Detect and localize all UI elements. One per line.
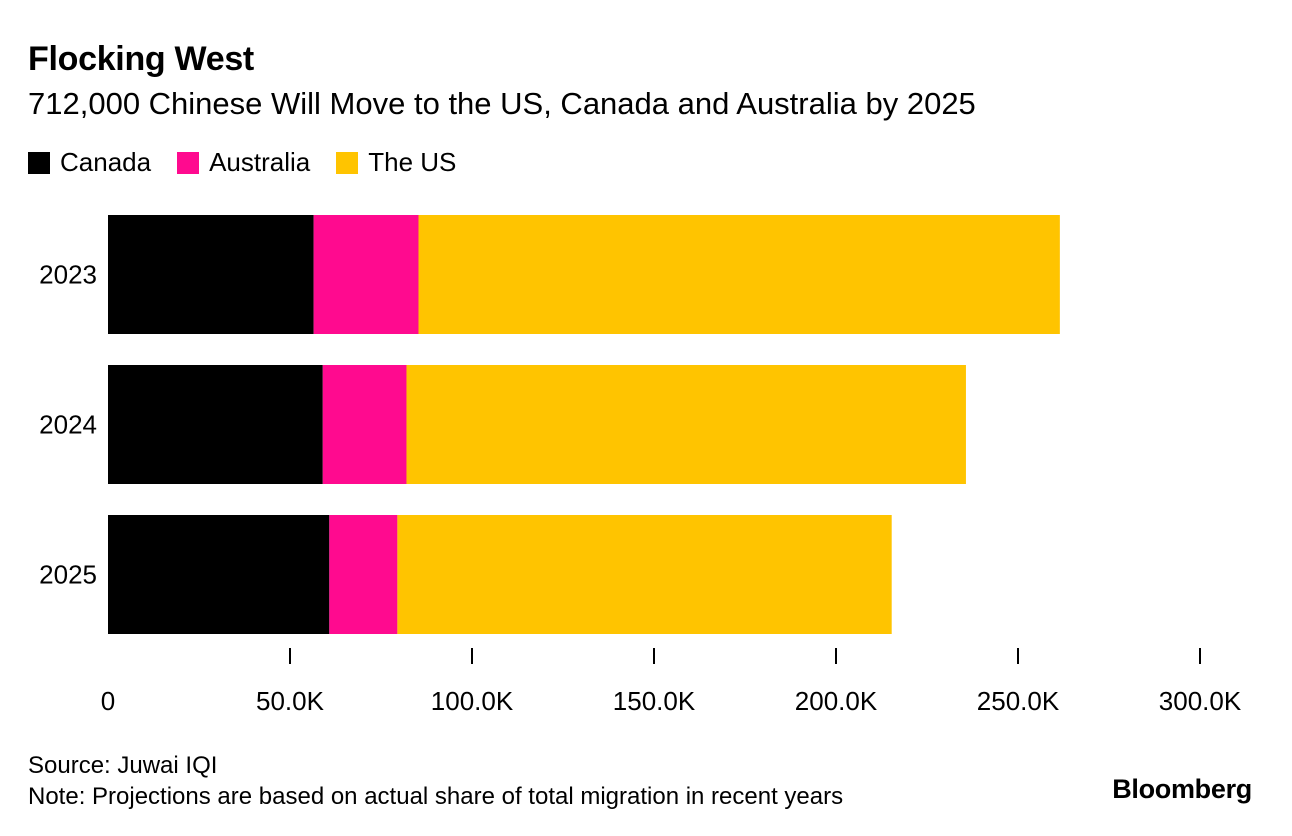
- bar-2023-the-us: [418, 215, 1060, 334]
- x-tick-label: 0: [101, 686, 115, 716]
- bar-2025-australia: [329, 515, 398, 634]
- legend-swatch-the-us: [336, 151, 359, 174]
- bar-2024-the-us: [406, 365, 966, 484]
- x-tick-label: 200.0K: [795, 686, 878, 716]
- note-text: Note: Projections are based on actual sh…: [28, 783, 844, 810]
- category-label-2025: 2025: [39, 560, 97, 590]
- category-label-2024: 2024: [39, 410, 97, 440]
- x-tick-label: 300.0K: [1159, 686, 1242, 716]
- bar-2024-australia: [322, 365, 407, 484]
- bar-2025-canada: [108, 515, 330, 634]
- bar-2024-canada: [108, 365, 323, 484]
- chart-title: Flocking West: [28, 40, 254, 78]
- chart-subtitle: 712,000 Chinese Will Move to the US, Can…: [28, 86, 976, 121]
- legend-item-australia: Australia: [177, 147, 310, 178]
- legend-label-the-us: The US: [368, 147, 457, 177]
- legend: Canada Australia The US: [28, 147, 482, 178]
- legend-swatch-australia: [177, 151, 200, 174]
- legend-swatch-canada: [28, 151, 50, 174]
- bar-2025-the-us: [397, 515, 892, 634]
- bar-2023-australia: [313, 215, 419, 334]
- x-tick-label: 250.0K: [977, 686, 1060, 716]
- x-tick-label: 150.0K: [613, 686, 696, 716]
- bar-2023-canada: [108, 215, 314, 334]
- x-tick-label: 50.0K: [256, 686, 325, 716]
- x-tick-label: 100.0K: [431, 686, 514, 716]
- source-text: Source: Juwai IQI: [28, 752, 218, 779]
- legend-item-the-us: The US: [336, 147, 456, 178]
- legend-label-australia: Australia: [209, 147, 311, 177]
- legend-item-canada: Canada: [28, 147, 151, 178]
- category-label-2023: 2023: [39, 260, 97, 290]
- bloomberg-logo: Bloomberg: [1112, 774, 1252, 804]
- legend-label-canada: Canada: [60, 147, 152, 177]
